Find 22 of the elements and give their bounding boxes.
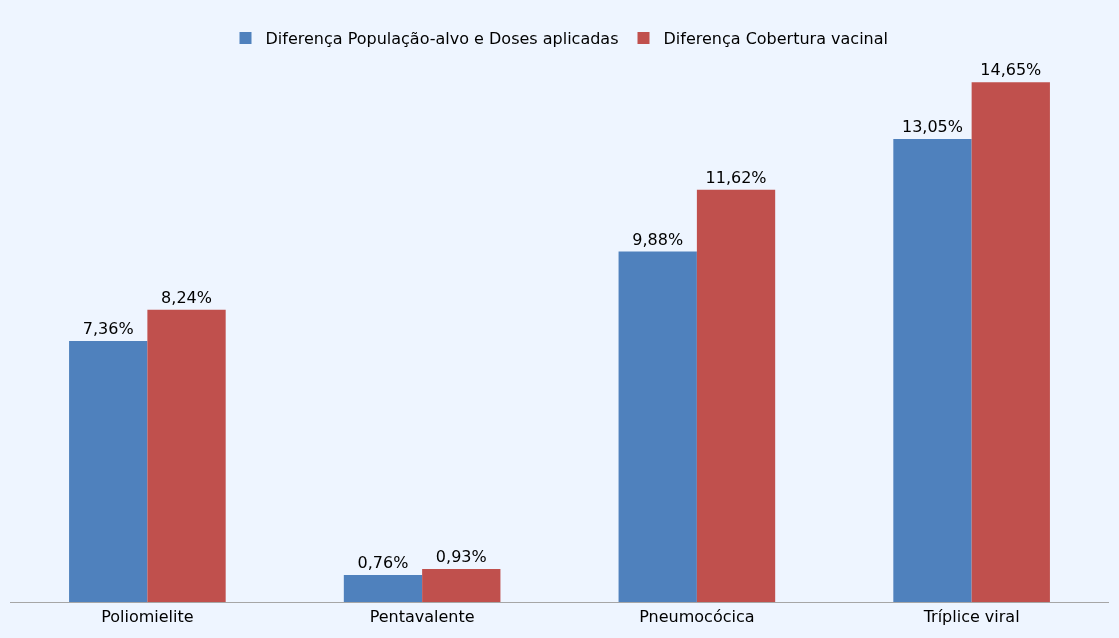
bar: [618, 251, 697, 602]
bar: [69, 340, 148, 602]
x-tick-label: Pentavalente: [369, 607, 475, 627]
data-label: 9,88%: [632, 229, 684, 249]
data-label: 8,24%: [161, 287, 212, 307]
x-tick-label: Pneumocócica: [639, 607, 755, 627]
bar: [971, 82, 1050, 602]
data-label: 0,76%: [357, 553, 409, 573]
data-label: 7,36%: [82, 318, 134, 338]
bar: [343, 575, 423, 602]
data-label: 0,93%: [435, 547, 487, 567]
data-label: 13,05%: [901, 117, 963, 137]
bar: [893, 139, 972, 602]
data-label: 11,62%: [705, 167, 767, 187]
bar: [422, 569, 501, 602]
bar: [147, 309, 226, 602]
data-label: 14,65%: [980, 60, 1042, 80]
legend-label: Diferença Cobertura vacinal: [663, 29, 888, 49]
x-tick-label: Poliomielite: [101, 607, 194, 627]
bar: [696, 189, 776, 602]
legend-label: Diferença População-alvo e Doses aplicadas: [265, 29, 619, 49]
x-tick-label: Tríplice viral: [922, 607, 1020, 627]
